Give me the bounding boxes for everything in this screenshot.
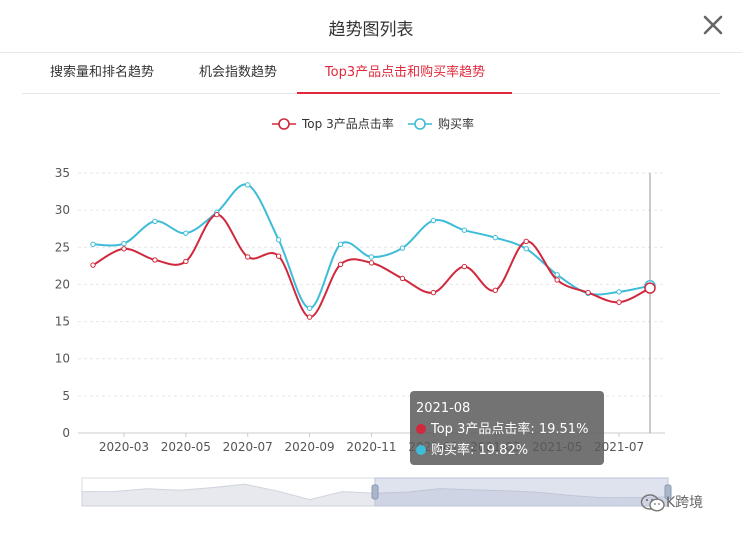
x-tick-label: 2020-05 bbox=[161, 440, 211, 454]
data-point bbox=[399, 275, 406, 282]
data-point bbox=[183, 258, 189, 265]
tab-bar: 搜索量和排名趋势 机会指数趋势 Top3产品点击和购买率趋势 bbox=[22, 52, 720, 94]
modal-title: 趋势图列表 bbox=[328, 20, 414, 40]
data-point bbox=[554, 272, 560, 278]
x-tick-label: 2020-03 bbox=[99, 440, 149, 454]
data-point bbox=[585, 289, 591, 296]
data-point bbox=[183, 230, 189, 236]
watermark: K跨境 bbox=[640, 492, 703, 516]
legend-marker-purchase-rate bbox=[414, 118, 426, 130]
data-point bbox=[152, 218, 158, 224]
data-point bbox=[152, 257, 158, 263]
y-tick-label: 25 bbox=[55, 240, 70, 254]
tooltip-purchase-rate-text: 购买率: 19.82% bbox=[431, 443, 529, 458]
series-line-purchase-rate bbox=[92, 183, 651, 310]
legend-marker-click-rate bbox=[278, 118, 290, 130]
data-point bbox=[368, 254, 375, 260]
data-point bbox=[368, 260, 375, 266]
close-icon bbox=[703, 15, 723, 35]
tooltip-dot-click-rate bbox=[416, 424, 426, 434]
tab-search-volume-ranking[interactable]: 搜索量和排名趋势 bbox=[49, 65, 154, 80]
zoom-handle-left[interactable] bbox=[371, 484, 379, 500]
data-point bbox=[121, 240, 127, 247]
line-chart[interactable]: 0 5 10 15 20 25 30 35 2020-03 2020-05 2020-07 2020-… bbox=[0, 93, 742, 535]
data-point bbox=[554, 277, 560, 283]
data-point bbox=[399, 245, 406, 251]
data-point bbox=[430, 289, 437, 296]
zoom-handle-right[interactable] bbox=[664, 484, 672, 500]
x-tick-label: 2020-09 bbox=[285, 440, 335, 454]
data-point bbox=[461, 227, 468, 233]
legend-label-purchase-rate: 购买率 bbox=[438, 116, 474, 131]
data-point bbox=[616, 289, 622, 295]
tab-top3-click-purchase[interactable]: Top3产品点击和购买率趋势 bbox=[324, 65, 486, 80]
y-tick-label: 0 bbox=[62, 426, 70, 440]
data-point bbox=[245, 254, 251, 260]
data-point bbox=[616, 299, 622, 305]
data-point bbox=[461, 263, 468, 270]
chart-area: 0 5 10 15 20 25 30 35 2020-03 2020-05 2020-07 2020-… bbox=[0, 93, 742, 535]
data-point bbox=[121, 246, 127, 252]
chart-tooltip: 2021-08 Top 3产品点击率: 19.51% 购买率: 19.82% bbox=[410, 391, 604, 465]
data-point bbox=[306, 314, 313, 320]
watermark-text: K跨境 bbox=[666, 495, 704, 511]
data-point bbox=[644, 282, 656, 294]
data-point bbox=[523, 238, 529, 245]
data-point bbox=[245, 182, 251, 188]
data-point bbox=[90, 262, 96, 268]
tooltip-title: 2021-08 bbox=[416, 401, 471, 416]
data-point bbox=[337, 261, 344, 268]
data-point bbox=[337, 241, 344, 248]
tooltip-row-click-rate: Top 3产品点击率: 19.51% bbox=[416, 419, 598, 440]
tooltip-row-purchase-rate: 购买率: 19.82% bbox=[416, 440, 598, 461]
data-point bbox=[90, 241, 96, 248]
wechat-icon bbox=[640, 494, 665, 512]
modal-header: 趋势图列表 bbox=[0, 0, 742, 53]
data-point bbox=[275, 237, 282, 243]
y-tick-label: 35 bbox=[55, 166, 70, 180]
active-tab-indicator bbox=[297, 92, 512, 94]
y-tick-label: 30 bbox=[55, 203, 70, 217]
y-tick-label: 15 bbox=[55, 315, 70, 329]
data-point bbox=[430, 217, 437, 224]
data-point bbox=[492, 234, 498, 241]
data-point bbox=[214, 211, 220, 218]
tooltip-dot-purchase-rate bbox=[416, 445, 426, 455]
x-tick-label: 2021-07 bbox=[594, 440, 644, 454]
legend-label-click-rate: Top 3产品点击率 bbox=[301, 116, 394, 131]
data-point bbox=[492, 287, 498, 294]
zoom-selection bbox=[374, 477, 669, 507]
y-tick-label: 5 bbox=[62, 389, 70, 403]
tab-opportunity-index[interactable]: 机会指数趋势 bbox=[198, 65, 277, 80]
y-tick-label: 10 bbox=[55, 352, 70, 366]
x-tick-label: 2020-07 bbox=[223, 440, 273, 454]
data-point bbox=[306, 305, 313, 311]
data-point bbox=[523, 246, 529, 252]
data-point bbox=[275, 253, 282, 259]
y-tick-label: 20 bbox=[55, 277, 70, 291]
close-button[interactable] bbox=[700, 12, 726, 38]
x-tick-label: 2020-11 bbox=[346, 440, 396, 454]
tooltip-click-rate-text: Top 3产品点击率: 19.51% bbox=[431, 422, 589, 437]
